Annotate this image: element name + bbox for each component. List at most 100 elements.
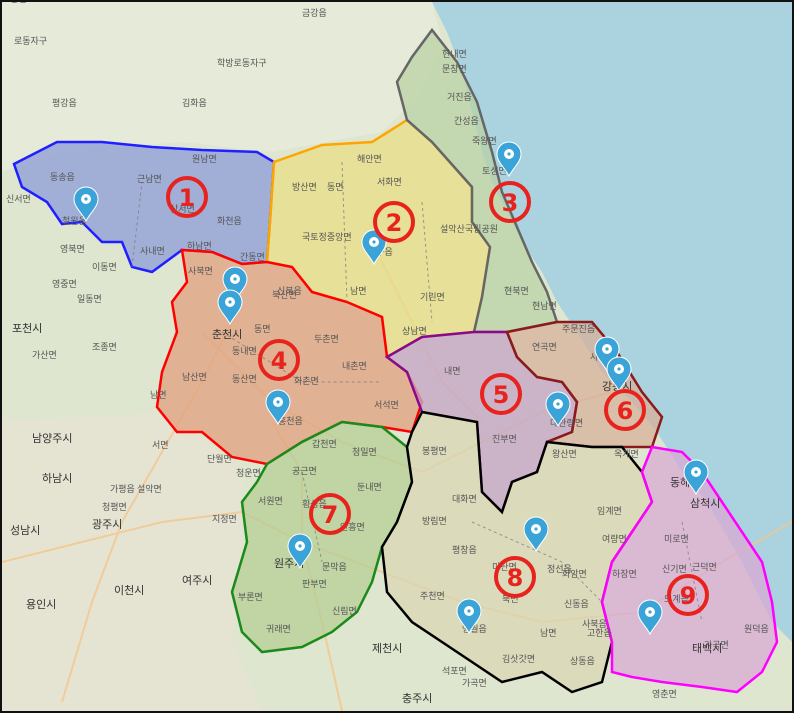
place-label: 주문진읍	[562, 324, 595, 335]
location-pin-icon[interactable]	[606, 356, 632, 393]
place-label: 설악산국립공원	[440, 223, 498, 235]
place-label: 사북면	[188, 266, 213, 277]
place-label: 서면	[152, 440, 169, 451]
place-label: 설악면	[137, 483, 162, 495]
place-label: 왕산면	[552, 449, 577, 460]
location-pin-icon[interactable]	[683, 459, 709, 496]
location-pin-icon[interactable]	[265, 389, 291, 426]
region-number-4: 4	[258, 339, 300, 381]
place-label: 주천면	[420, 591, 445, 602]
place-label: 내면	[444, 366, 461, 377]
place-label: 현남면	[532, 301, 557, 312]
place-label: 일동면	[77, 294, 102, 305]
location-pin-icon[interactable]	[496, 141, 522, 178]
place-label: 갑천면	[312, 438, 337, 450]
place-label: 동산면	[232, 374, 257, 385]
place-label: 하남면	[187, 241, 212, 252]
location-pin-icon[interactable]	[456, 598, 482, 635]
place-label: 학방로동자구	[217, 58, 267, 69]
place-label: 미로면	[664, 534, 689, 545]
place-label: 용인시	[26, 598, 56, 611]
place-label: 미탄면	[492, 562, 517, 573]
place-label: 진부면	[492, 434, 517, 445]
region-3[interactable]	[395, 27, 559, 334]
region-9[interactable]	[600, 445, 779, 694]
place-label: 성남시	[10, 524, 40, 537]
place-label: 근남면	[137, 174, 162, 185]
place-label: 근덕면	[692, 562, 717, 573]
place-label: 청운면	[236, 468, 261, 479]
place-label: 신서면	[6, 194, 31, 205]
place-label: 방산면	[292, 182, 317, 193]
place-label: 가평읍	[110, 484, 135, 495]
location-pin-icon[interactable]	[222, 266, 248, 303]
place-label: 영북면	[60, 244, 85, 255]
region-number-3: 3	[489, 181, 531, 223]
place-label: 남면	[350, 286, 367, 297]
place-label: 북면	[502, 594, 519, 605]
place-label: 석포면	[442, 666, 467, 677]
place-label: 남양주시	[32, 432, 72, 445]
place-label: 신림면	[332, 605, 357, 617]
place-label: 영중면	[52, 279, 77, 290]
region-number-label: 8	[507, 564, 524, 592]
place-label: 단월면	[207, 453, 232, 465]
place-label: 방림면	[422, 515, 447, 527]
location-pin-icon[interactable]	[361, 229, 387, 266]
place-label: 충주시	[402, 692, 432, 705]
region-number-label: 5	[493, 381, 510, 409]
region-number-5: 5	[480, 373, 522, 415]
location-pin-icon[interactable]	[523, 516, 549, 553]
place-label: 동내면	[232, 346, 257, 357]
place-label: 원남면	[192, 154, 217, 165]
place-label: 두촌면	[314, 334, 339, 345]
place-label: 대화면	[452, 494, 477, 505]
place-label: 화촌면	[294, 376, 319, 387]
place-label: 기린면	[420, 292, 445, 303]
north-area	[2, 2, 442, 172]
region-number-label: 1	[179, 184, 196, 212]
place-label: 가곡면	[462, 678, 487, 689]
place-label: 포천시	[12, 321, 42, 335]
place-label: 동면	[327, 182, 344, 193]
place-label: 김화읍	[182, 97, 207, 109]
place-label: 이동면	[92, 262, 117, 273]
place-label: 국토정중앙면	[302, 231, 352, 243]
region-number-label: 6	[617, 397, 634, 425]
place-label: 광주시	[92, 518, 122, 531]
region-number-label: 4	[271, 347, 288, 375]
place-label: 신북읍	[277, 286, 302, 297]
location-pin-icon[interactable]	[637, 599, 663, 636]
location-pin-icon[interactable]	[287, 533, 313, 570]
place-label: 간성읍	[454, 116, 479, 127]
region-number-9: 9	[667, 574, 709, 616]
place-label: 금강읍	[302, 8, 327, 19]
location-pin-icon[interactable]	[594, 336, 620, 373]
place-label: 거진읍	[447, 92, 472, 103]
place-label: 토성면	[482, 166, 507, 177]
place-label: 노동면	[2, 2, 27, 5]
region-numbers: 1 2 3 4 5 6 7 8 9	[166, 176, 709, 616]
place-label: 태백시	[692, 642, 722, 655]
location-pin-icon[interactable]	[217, 289, 243, 326]
region-number-8: 8	[494, 556, 536, 598]
place-label: 판부면	[302, 579, 327, 590]
place-label: 김삿갓면	[502, 653, 535, 665]
sub-boundaries	[131, 161, 703, 623]
region-number-7: 7	[309, 493, 351, 535]
regions-layer	[12, 27, 779, 694]
location-pin-icon[interactable]	[545, 391, 571, 428]
place-label: 서원면	[258, 496, 283, 507]
place-label: 둔내면	[357, 482, 382, 493]
region-number-label: 3	[502, 189, 519, 217]
place-label: 신동읍	[564, 599, 589, 610]
region-7[interactable]	[230, 420, 414, 654]
location-pin-icon[interactable]	[73, 186, 99, 223]
place-label: 죽왕면	[472, 136, 497, 147]
place-label: 남면	[540, 628, 557, 639]
place-label: 연곡면	[532, 342, 557, 353]
place-label: 간동면	[240, 252, 265, 263]
